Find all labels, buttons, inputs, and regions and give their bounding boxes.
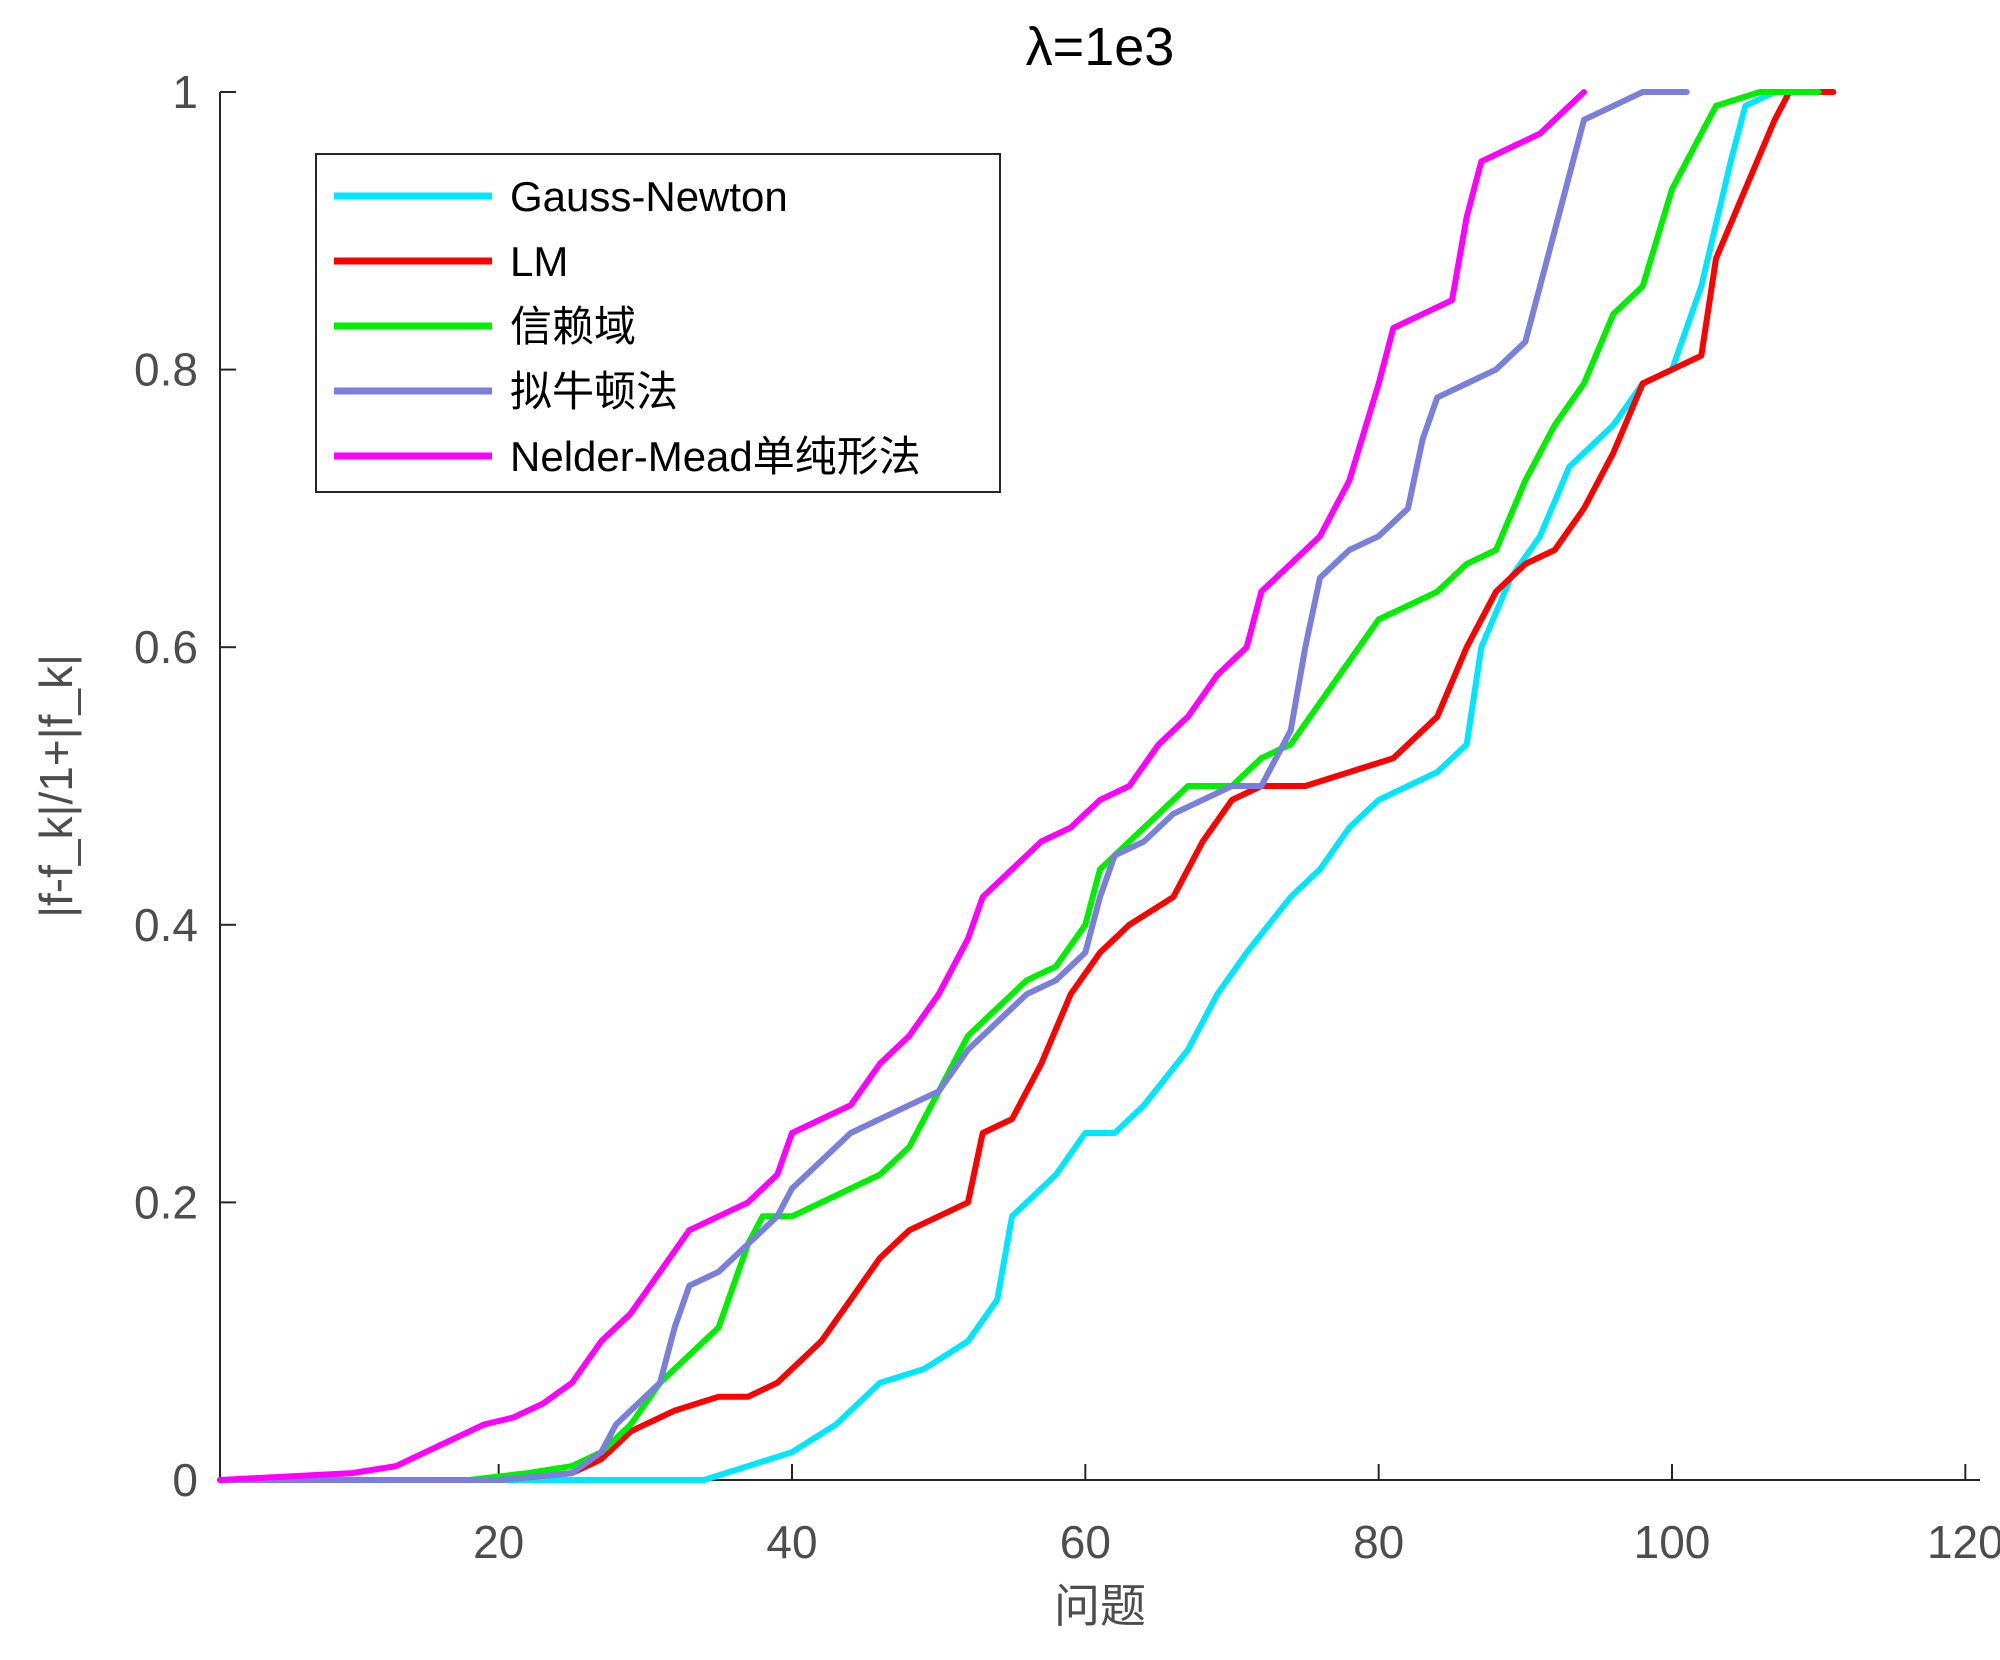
series-line-5 [217, 89, 1587, 1483]
x-tick-label: 100 [1634, 1516, 1711, 1568]
legend-label: LM [510, 238, 568, 285]
y-tick-label: 0 [172, 1454, 198, 1506]
legend-label: 拟牛顿法 [510, 368, 678, 415]
legend-label: Gauss-Newton [510, 173, 788, 220]
series-line-2 [217, 89, 1837, 1483]
x-tick-label: 20 [473, 1516, 524, 1568]
y-tick-label: 0.2 [134, 1176, 198, 1228]
series-line-1 [217, 89, 1807, 1483]
legend-label: 信赖域 [510, 303, 636, 350]
y-tick-label: 0.6 [134, 621, 198, 673]
x-tick-label: 120 [1927, 1516, 2000, 1568]
axis-ticks: 20 40 60 80 100 120 0 0.2 0.4 0.6 0.8 1 [134, 66, 2000, 1568]
chart-title: λ=1e3 [1026, 17, 1175, 77]
y-axis-label: |f-f_k|/1+|f_k| [30, 654, 82, 918]
series-line-3 [217, 89, 1822, 1483]
series-line-4 [217, 89, 1690, 1483]
y-tick-label: 1 [172, 66, 198, 118]
x-tick-label: 60 [1060, 1516, 1111, 1568]
x-tick-label: 40 [766, 1516, 817, 1568]
x-tick-label: 80 [1353, 1516, 1404, 1568]
y-tick-label: 0.8 [134, 344, 198, 396]
series-layer [217, 89, 1837, 1483]
x-axis-label: 问题 [1054, 1580, 1146, 1632]
legend-label: Nelder-Mead单纯形法 [510, 433, 921, 480]
y-tick-label: 0.4 [134, 899, 198, 951]
